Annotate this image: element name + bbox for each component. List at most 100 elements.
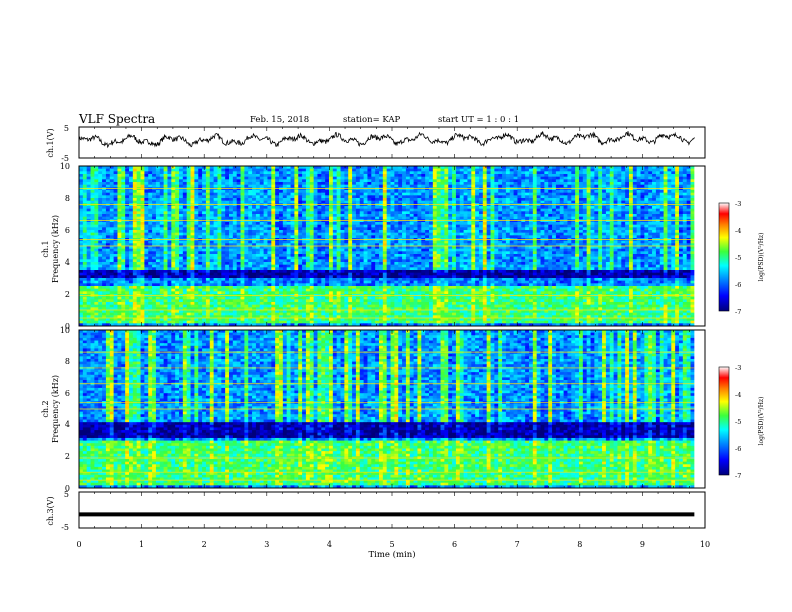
spectrogram-cell bbox=[317, 187, 322, 191]
spectrogram-cell bbox=[294, 232, 299, 236]
spectrogram-cell bbox=[336, 174, 341, 178]
spectrogram-cell bbox=[590, 190, 595, 194]
spectrogram-cell bbox=[98, 200, 103, 204]
spectrogram-cell bbox=[325, 192, 330, 196]
spectrogram-cell bbox=[644, 184, 649, 188]
spectrogram-cell bbox=[667, 219, 672, 223]
spectrogram-cell bbox=[194, 187, 199, 191]
spectrogram-cell bbox=[598, 230, 603, 234]
spectrogram-cell bbox=[121, 187, 126, 191]
spectrogram-cell bbox=[659, 187, 664, 191]
spectrogram-cell bbox=[548, 187, 553, 191]
spectrogram-cell bbox=[271, 206, 276, 210]
spectrogram-cell bbox=[255, 219, 261, 223]
spectrogram-cell bbox=[140, 243, 145, 247]
spectrogram-cell bbox=[678, 171, 684, 175]
spectrogram-cell bbox=[236, 182, 241, 186]
spectrogram-cell bbox=[263, 179, 268, 183]
spectrogram-cell bbox=[686, 208, 691, 212]
spectrogram-cell bbox=[505, 206, 511, 210]
spectrogram-cell bbox=[455, 208, 461, 212]
spectrogram-cell bbox=[528, 216, 534, 220]
spectrogram-cell bbox=[244, 235, 249, 239]
spectrogram-cell bbox=[386, 195, 391, 199]
spectrogram-cell bbox=[171, 222, 176, 226]
spectrogram-cell bbox=[675, 182, 680, 186]
spectrogram-cell bbox=[155, 166, 161, 170]
spectrogram-cell bbox=[255, 214, 261, 218]
spectrogram-cell bbox=[652, 243, 657, 247]
spectrogram-cell bbox=[686, 200, 691, 204]
spectrogram-cell bbox=[252, 182, 257, 186]
spectrogram-cell bbox=[236, 190, 241, 194]
spectrogram-cell bbox=[409, 206, 414, 210]
spectrogram-cell bbox=[605, 168, 611, 172]
spectrogram-cell bbox=[186, 190, 191, 194]
spectrogram-cell bbox=[628, 216, 634, 220]
spectrogram-cell bbox=[271, 192, 276, 196]
spectrogram-cell bbox=[155, 200, 161, 204]
spectrogram-cell bbox=[98, 171, 103, 175]
spectrogram-cell bbox=[86, 235, 91, 239]
spectrogram-cell bbox=[213, 224, 218, 228]
spectrogram-cell bbox=[132, 230, 138, 234]
spectrogram-cell bbox=[129, 219, 134, 223]
spectrogram-cell bbox=[82, 168, 88, 172]
spectrogram-cell bbox=[298, 171, 303, 175]
spectrogram-cell bbox=[440, 192, 445, 196]
spectrogram-cell bbox=[559, 240, 564, 244]
spectrogram-cell bbox=[667, 203, 672, 207]
spectrogram-cell bbox=[494, 206, 499, 210]
spectrogram-cell bbox=[648, 203, 653, 207]
spectrogram-cell bbox=[675, 208, 680, 212]
spectrogram-cell bbox=[140, 182, 145, 186]
spectrogram-cell bbox=[290, 203, 295, 207]
spectrogram-cell bbox=[617, 230, 622, 234]
spectrogram-cell bbox=[175, 224, 180, 228]
spectrogram-cell bbox=[459, 227, 464, 231]
spectrogram-cell bbox=[221, 182, 226, 186]
spectrogram-cell bbox=[563, 232, 568, 236]
spectrogram-cell bbox=[463, 243, 468, 247]
spectrogram-cell bbox=[325, 168, 330, 172]
spectrogram-cell bbox=[313, 190, 318, 194]
spectrogram-cell bbox=[132, 227, 138, 231]
spectrogram-cell bbox=[144, 192, 149, 196]
spectrogram-cell bbox=[459, 222, 464, 226]
spectrogram-cell bbox=[440, 211, 445, 215]
spectrogram-cell bbox=[640, 179, 645, 183]
spectrogram-cell bbox=[525, 230, 530, 234]
spectrogram-cell bbox=[394, 190, 399, 194]
spectrogram-cell bbox=[586, 227, 591, 231]
spectrogram-cell bbox=[544, 166, 549, 170]
spectrogram-cell bbox=[90, 184, 95, 188]
spectrogram-cell bbox=[690, 200, 695, 204]
spectrogram-cell bbox=[263, 222, 268, 226]
spectrogram-cell bbox=[82, 198, 88, 202]
spectrogram-cell bbox=[275, 200, 280, 204]
spectrogram-cell bbox=[559, 168, 564, 172]
spectrogram-cell bbox=[482, 198, 488, 202]
spectrogram-cell bbox=[609, 206, 614, 210]
spectrogram-cell bbox=[640, 232, 645, 236]
spectrogram-cell bbox=[394, 232, 399, 236]
spectrogram-cell bbox=[182, 240, 188, 244]
spectrogram-cell bbox=[594, 240, 599, 244]
spectrogram-cell bbox=[405, 211, 411, 215]
spectrogram-cell bbox=[440, 182, 445, 186]
spectrogram-cell bbox=[198, 203, 203, 207]
spectrogram-cell bbox=[94, 232, 99, 236]
spectrogram-cell bbox=[440, 171, 445, 175]
spectrogram-cell bbox=[167, 171, 172, 175]
spectrogram-cell bbox=[444, 214, 449, 218]
spectrogram-cell bbox=[129, 246, 134, 250]
spectrogram-cell bbox=[448, 222, 453, 226]
spectrogram-cell bbox=[555, 203, 561, 207]
spectrogram-cell bbox=[486, 235, 491, 239]
spectrogram-cell bbox=[275, 214, 280, 218]
spectrogram-cell bbox=[428, 243, 434, 247]
spectrogram-cell bbox=[136, 184, 141, 188]
spectrogram-cell bbox=[152, 200, 157, 204]
spectrogram-cell bbox=[328, 230, 334, 234]
spectrogram-cell bbox=[417, 206, 422, 210]
